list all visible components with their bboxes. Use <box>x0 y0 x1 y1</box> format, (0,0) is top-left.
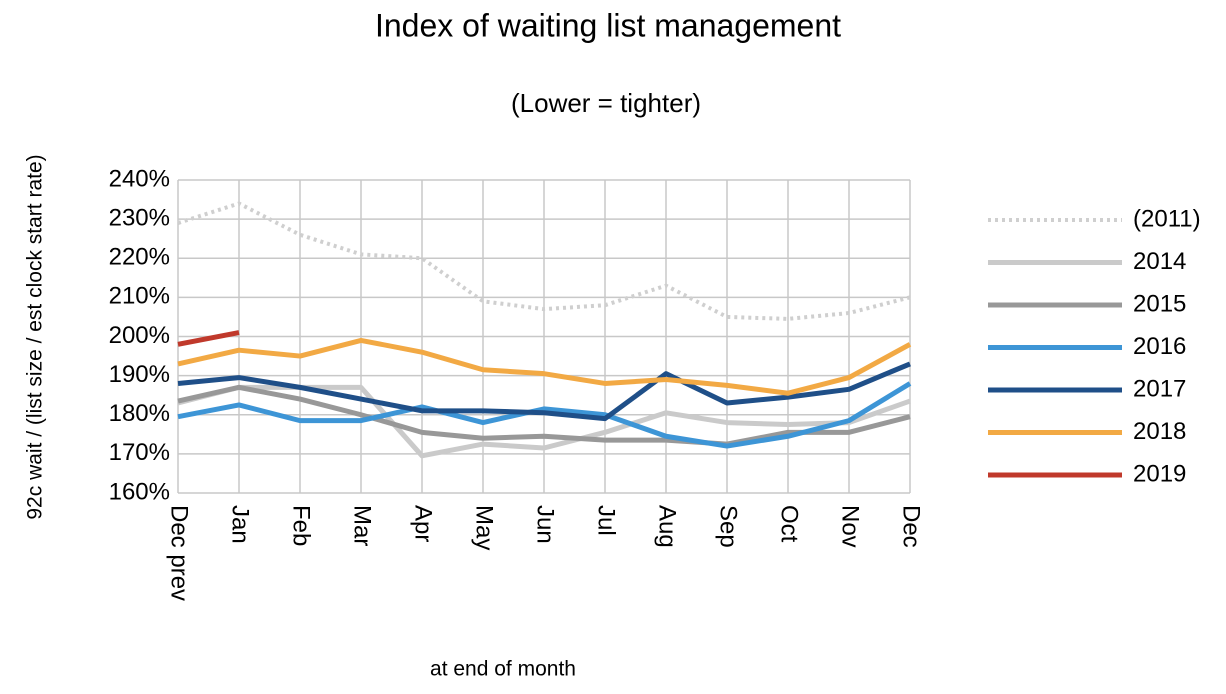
legend-label: 2017 <box>1133 375 1186 402</box>
x-tick-label: Jan <box>227 505 254 544</box>
y-tick-label: 210% <box>109 283 170 310</box>
data-line <box>177 361 911 422</box>
x-tick-label: Dec prev <box>166 505 193 601</box>
legend-label: 2014 <box>1133 248 1186 275</box>
x-tick-label: Sep <box>715 505 742 548</box>
legend-label: 2018 <box>1133 418 1186 445</box>
chart-subtitle: (Lower = tighter) <box>511 88 701 118</box>
y-tick-label: 180% <box>109 400 170 427</box>
x-tick-label: Dec <box>898 505 925 548</box>
x-tick-label: Jul <box>593 505 620 536</box>
legend-label: 2015 <box>1133 290 1186 317</box>
y-tick-label: 230% <box>109 204 170 231</box>
y-tick-label: 190% <box>109 361 170 388</box>
x-tick-label: Mar <box>349 505 376 546</box>
data-line <box>177 201 911 321</box>
y-tick-label: 220% <box>109 244 170 271</box>
y-tick-label: 170% <box>109 439 170 466</box>
data-line <box>177 381 912 449</box>
x-tick-label: Oct <box>776 505 803 543</box>
legend-label: (2011) <box>1133 205 1201 232</box>
y-axis-title: 92c wait / (list size / est clock start … <box>24 154 47 519</box>
x-tick-label: Apr <box>410 505 437 542</box>
legend-label: 2019 <box>1133 460 1186 487</box>
legend-label: 2016 <box>1133 333 1186 360</box>
data-line <box>177 337 912 396</box>
chart-title: Index of waiting list management <box>375 7 841 43</box>
x-tick-label: May <box>471 505 498 550</box>
x-tick-label: Jun <box>532 505 559 544</box>
x-tick-label: Feb <box>288 505 315 546</box>
data-line <box>177 384 911 447</box>
x-axis-title: at end of month <box>430 658 576 681</box>
x-tick-label: Aug <box>654 505 681 548</box>
y-tick-label: 200% <box>109 322 170 349</box>
y-tick-label: 240% <box>109 165 170 192</box>
x-tick-label: Nov <box>837 505 864 548</box>
data-line <box>177 330 240 347</box>
y-tick-label: 160% <box>109 478 170 505</box>
